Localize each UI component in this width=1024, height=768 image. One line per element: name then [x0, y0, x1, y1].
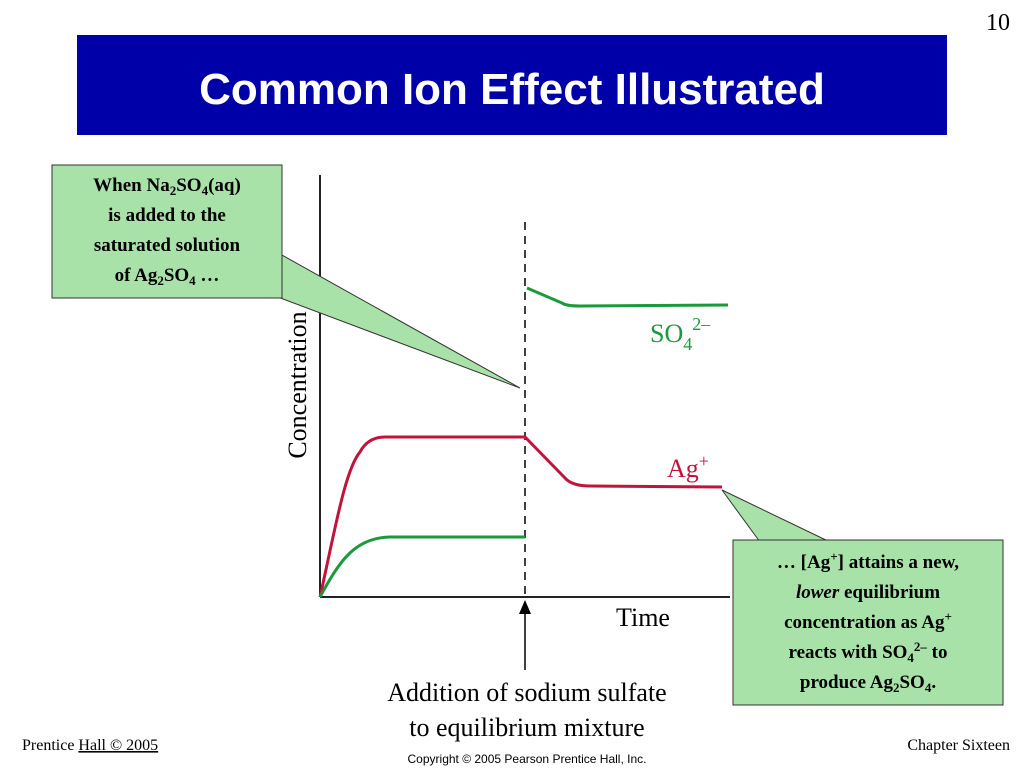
run-sup: 2– — [914, 639, 928, 654]
arrow-head — [519, 600, 531, 614]
run: equilibrium — [844, 582, 940, 603]
run: SO — [176, 175, 201, 196]
event-label: Addition of sodium sulfate — [387, 678, 666, 707]
callout-line: concentration as Ag+ — [784, 609, 952, 633]
label-sub: 4 — [683, 334, 692, 354]
copyright: Copyright © 2005 Pearson Prentice Hall, … — [408, 752, 647, 766]
callout-line: of Ag2SO4 … — [115, 265, 220, 288]
event-label: to equilibrium mixture — [409, 713, 644, 742]
run: of Ag — [115, 265, 158, 286]
callout-line: produce Ag2SO4. — [800, 672, 936, 695]
run-sub: 4 — [925, 680, 932, 695]
run: to — [932, 642, 948, 663]
run-italic: lower — [796, 582, 840, 603]
run: reacts with SO — [789, 642, 908, 663]
callout-line: … [Ag+] attains a new, — [777, 549, 959, 573]
run-sub: 2 — [893, 680, 900, 695]
footer-left: Prentice Hall © 2005 — [22, 737, 158, 754]
run-sub: 4 — [907, 650, 914, 665]
run: (aq) — [208, 175, 241, 196]
callout-line: saturated solution — [94, 235, 241, 256]
run-sup: + — [945, 609, 952, 624]
label-sup: + — [699, 451, 709, 471]
y-axis-label: Concentration — [283, 311, 312, 458]
run: ] attains a new, — [838, 552, 960, 573]
callout-line: lower equilibrium — [796, 582, 940, 603]
callout-line: reacts with SO42– to — [789, 639, 948, 665]
run: When Na — [93, 175, 170, 196]
title: Common Ion Effect Illustrated — [199, 65, 825, 114]
label-part: Ag — [667, 454, 699, 483]
run-sub: 4 — [189, 273, 196, 288]
footer-right: Chapter Sixteen — [907, 737, 1010, 754]
callout-line: When Na2SO4(aq) — [93, 175, 241, 198]
run: … [Ag — [777, 552, 831, 573]
run-sub: 2 — [170, 183, 177, 198]
callout-box — [51, 164, 283, 299]
footer-part: Prentice — [22, 737, 74, 754]
label-part: SO — [650, 319, 683, 348]
silver-label: Ag+ — [667, 451, 709, 483]
sulfate-curve-after — [526, 286, 729, 308]
run: SO — [164, 265, 189, 286]
callout-pointer — [721, 489, 831, 543]
label-sup: 2– — [692, 314, 711, 334]
sulfate-label: SO42– — [650, 314, 711, 354]
run: . — [931, 672, 936, 693]
run-sub: 2 — [157, 273, 164, 288]
run-sub: 4 — [202, 183, 209, 198]
run: produce Ag — [800, 672, 894, 693]
callout-line: is added to the — [108, 205, 226, 226]
run: … — [200, 265, 219, 286]
silver-curve — [318, 435, 723, 598]
sulfate-curve-before — [318, 535, 525, 598]
run: SO — [899, 672, 924, 693]
title-bar — [77, 35, 947, 135]
run: concentration as Ag — [784, 612, 945, 633]
footer-part: Hall © 2005 — [78, 737, 158, 754]
slide-number: 10 — [986, 10, 1010, 36]
callout-box — [732, 539, 1004, 706]
x-axis-label: Time — [616, 603, 670, 632]
run-sup: + — [830, 549, 837, 564]
